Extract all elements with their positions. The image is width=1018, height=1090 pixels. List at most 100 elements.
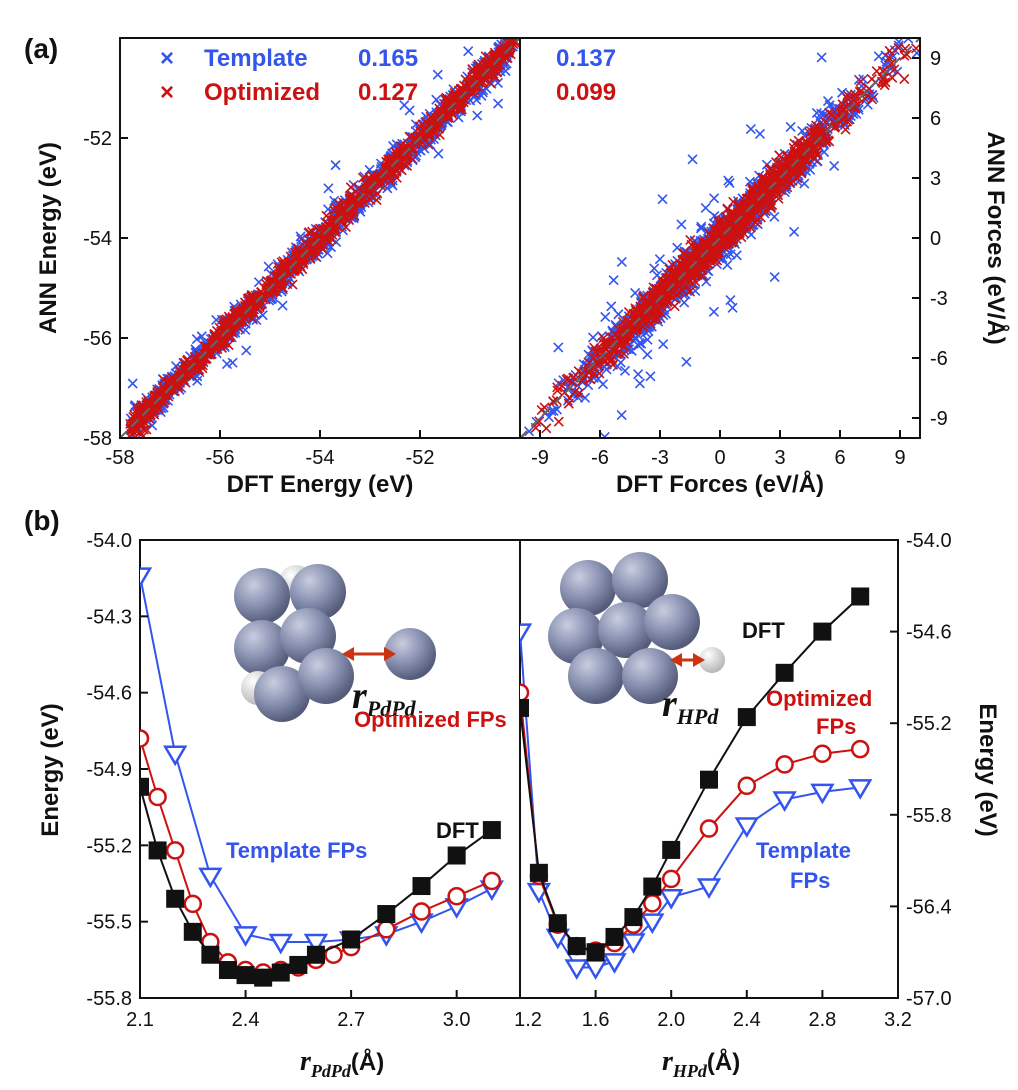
forces-point-optimized: [757, 202, 768, 214]
forces-point-optimized: [893, 42, 904, 53]
forces-point-template: [610, 319, 621, 331]
energy-point-optimized: [348, 210, 359, 221]
forces-point-optimized: [605, 356, 616, 367]
marker-dft: [412, 877, 431, 896]
marker-optimized: [661, 869, 681, 889]
forces-point-optimized: [837, 104, 848, 115]
forces-point-optimized: [589, 342, 600, 353]
marker-dft: [342, 930, 361, 949]
forces-point-optimized: [561, 374, 572, 385]
x-axis-label-forces: DFT Forces (eV/Å): [616, 470, 824, 498]
energy-point-optimized: [152, 392, 163, 403]
energy-point-optimized: [345, 182, 356, 193]
curve-optimized-fps: [520, 692, 861, 952]
energy-point-optimized: [330, 226, 341, 238]
rmse-forces-optimized: 0.099: [556, 79, 616, 106]
energy-point-optimized: [299, 237, 311, 248]
x-tick-label-rpdpd: 2.4: [232, 1009, 260, 1031]
y-tick-label-right: -55.8: [906, 805, 952, 827]
marker-optimized: [813, 744, 832, 763]
forces-point-template: [709, 193, 720, 204]
marker-dft: [605, 927, 624, 946]
x-tick-label-rhpd: 1.2: [514, 1009, 542, 1031]
energy-point-optimized: [503, 45, 514, 57]
forces-point-optimized: [704, 241, 715, 252]
forces-point-optimized: [735, 222, 746, 233]
energy-point-optimized: [509, 26, 518, 35]
energy-point-optimized: [219, 337, 230, 348]
energy-point-optimized: [340, 221, 352, 233]
energy-point-optimized: [359, 197, 370, 209]
forces-point-template: [633, 340, 644, 351]
energy-point-optimized: [431, 113, 442, 124]
marker-dft: [271, 963, 290, 982]
annotation-optimized-fps-left: Optimized FPs: [354, 707, 507, 732]
forces-point-optimized: [625, 324, 636, 335]
forces-point-optimized: [880, 77, 891, 88]
energy-point-optimized: [474, 65, 486, 76]
forces-point-optimized: [668, 277, 679, 288]
marker-dft: [520, 698, 529, 717]
forces-point-template: [731, 250, 742, 261]
forces-point-optimized: [692, 250, 704, 261]
forces-point-optimized: [840, 124, 851, 135]
marker-template: [696, 878, 722, 900]
marker-optimized: [377, 920, 396, 939]
marker-template: [583, 959, 608, 980]
marker-optimized: [737, 776, 757, 796]
x-axis-label-rpdpd: rPdPd(Å): [300, 1046, 384, 1081]
energy-point-template: [147, 420, 158, 431]
y-tick-label-right: -54.6: [906, 622, 952, 644]
energy-point-optimized: [441, 103, 453, 114]
energy-point-template: [127, 378, 138, 389]
annotation-dft-left: DFT: [436, 818, 479, 843]
energy-point-optimized: [210, 332, 221, 343]
forces-point-template: [619, 365, 631, 376]
energy-point-optimized: [136, 419, 147, 430]
forces-point-optimized: [698, 237, 709, 248]
forces-point-optimized: [548, 396, 559, 407]
forces-point-template: [600, 311, 611, 323]
forces-point-optimized: [618, 348, 630, 359]
marker-template: [268, 933, 293, 955]
energy-point-template: [277, 300, 288, 311]
forces-point-template: [727, 302, 738, 313]
energy-point-optimized: [366, 170, 377, 181]
marker-dft: [166, 889, 185, 908]
marker-optimized: [643, 894, 662, 913]
forces-point-optimized: [781, 156, 792, 167]
energy-point-optimized: [360, 189, 371, 200]
marker-dft: [851, 587, 870, 606]
marker-dft: [586, 943, 605, 962]
marker-template: [162, 745, 188, 767]
x-tick-label-energy: -54: [306, 447, 335, 469]
x-tick-label-forces: 9: [894, 447, 905, 469]
energy-point-optimized: [444, 112, 455, 124]
forces-point-optimized: [760, 173, 771, 184]
forces-point-template: [724, 178, 735, 189]
energy-point-optimized: [333, 198, 344, 209]
energy-point-optimized: [126, 428, 137, 438]
x-tick-label-rhpd: 2.4: [733, 1009, 761, 1031]
marker-dft: [643, 877, 662, 896]
forces-point-optimized: [557, 380, 568, 391]
energy-point-template: [472, 110, 483, 121]
energy-point-optimized: [278, 256, 289, 267]
energy-point-optimized: [304, 227, 315, 238]
energy-point-optimized: [278, 273, 289, 284]
forces-point-optimized: [717, 240, 728, 251]
energy-point-template: [227, 357, 238, 368]
forces-point-template: [785, 121, 796, 132]
forces-point-template: [676, 219, 687, 230]
y-tick-label-right: -54.0: [906, 530, 952, 552]
marker-dft: [567, 937, 586, 956]
forces-point-optimized: [866, 94, 878, 105]
forces-point-template: [642, 334, 653, 345]
energy-point-template: [364, 164, 375, 175]
hpd-inset-label: rHPd: [662, 683, 719, 729]
forces-point-optimized: [770, 175, 781, 186]
forces-point-optimized: [889, 64, 900, 75]
marker-template: [659, 888, 684, 910]
forces-point-optimized: [824, 107, 835, 118]
forces-point-template: [745, 124, 756, 135]
